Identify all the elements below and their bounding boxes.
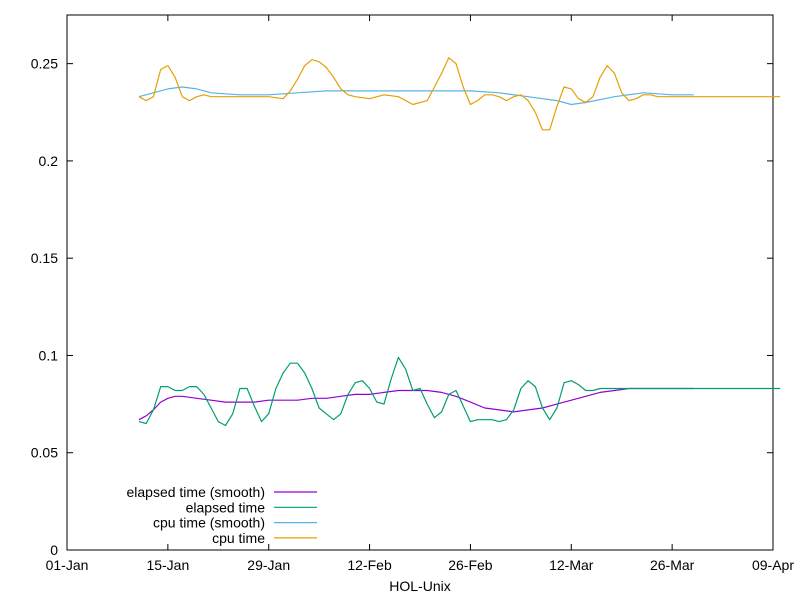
x-tick-label: 09-Apr [752,557,794,573]
elapsed-time-line [138,356,781,427]
y-tick-label: 0.2 [39,153,59,169]
x-tick-label: 01-Jan [46,557,89,573]
legend-label: elapsed time [186,499,266,515]
series-lines [138,57,781,427]
x-tick-label: 12-Feb [347,557,392,573]
x-axis-title: HOL-Unix [389,578,450,594]
x-tick-label: 26-Mar [650,557,695,573]
legend-label: elapsed time (smooth) [126,484,265,500]
y-tick-label: 0.05 [31,445,58,461]
y-tick-label: 0.1 [39,347,59,363]
x-tick-label: 15-Jan [146,557,189,573]
legend-label: cpu time [212,530,265,546]
legend-label: cpu time (smooth) [153,515,265,531]
y-tick-label: 0.25 [31,56,58,72]
y-axis: 0 0.05 0.1 0.15 0.2 0.25 [31,56,773,558]
y-tick-label: 0.15 [31,250,58,266]
plot-frame [66,14,774,551]
x-tick-label: 26-Feb [448,557,493,573]
x-tick-label: 29-Jan [247,557,290,573]
cpu-time-smooth-line [138,86,694,106]
elapsed-time-smooth-line [138,387,694,421]
y-tick-label: 0 [50,542,58,558]
x-tick-label: 12-Mar [549,557,594,573]
cpu-time-line [138,57,781,131]
x-axis: 01-Jan 15-Jan 29-Jan 12-Feb 26-Feb 12-Mar 26-M… [46,15,794,573]
